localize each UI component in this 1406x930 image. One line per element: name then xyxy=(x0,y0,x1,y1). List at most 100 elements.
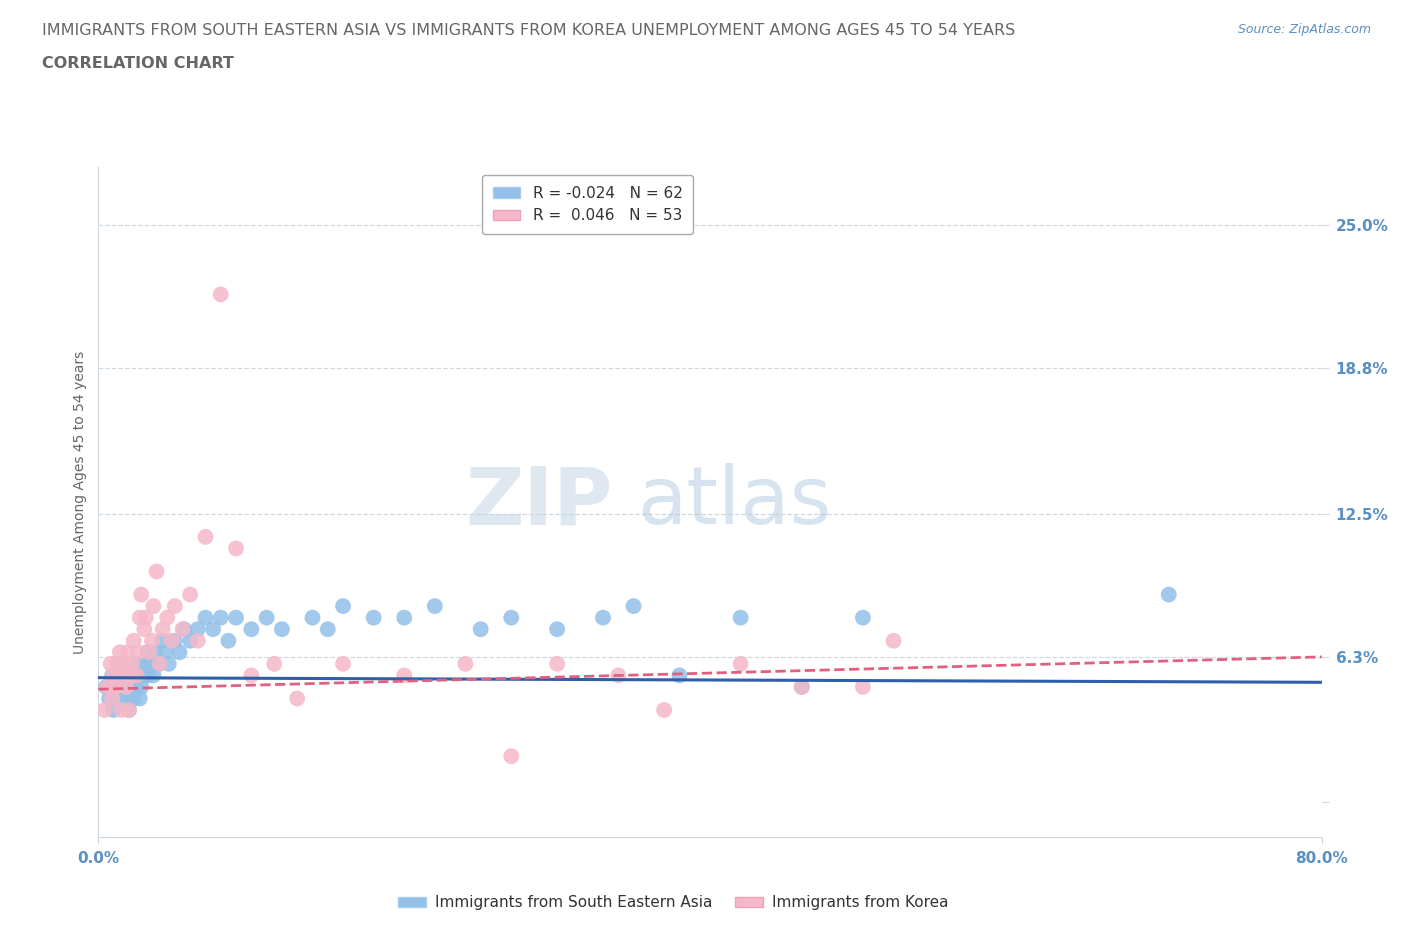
Point xyxy=(115,680,138,695)
Point xyxy=(149,657,172,671)
Point xyxy=(97,680,120,695)
Point xyxy=(117,668,139,683)
Point xyxy=(501,610,523,625)
Point xyxy=(122,691,145,706)
Point xyxy=(107,668,129,683)
Point xyxy=(392,668,416,683)
Point xyxy=(122,633,145,648)
Point xyxy=(98,691,121,706)
Point xyxy=(111,668,134,683)
Point xyxy=(125,668,148,683)
Point xyxy=(152,633,174,648)
Point xyxy=(141,657,163,671)
Point xyxy=(270,622,292,637)
Point xyxy=(852,610,875,625)
Point xyxy=(142,668,165,683)
Point xyxy=(101,691,124,706)
Point xyxy=(111,680,134,695)
Point xyxy=(152,622,174,637)
Point xyxy=(138,668,160,683)
Point xyxy=(240,622,263,637)
Point xyxy=(263,657,285,671)
Point xyxy=(316,622,339,637)
Point xyxy=(623,599,645,614)
Point xyxy=(135,657,157,671)
Point xyxy=(194,610,217,625)
Point xyxy=(100,657,122,671)
Point xyxy=(110,702,132,717)
Point xyxy=(209,287,232,302)
Point xyxy=(730,610,752,625)
Point xyxy=(156,610,179,625)
Point xyxy=(187,633,209,648)
Point xyxy=(169,644,191,659)
Point xyxy=(125,668,148,683)
Point xyxy=(423,599,446,614)
Point xyxy=(145,564,167,578)
Point xyxy=(143,644,166,659)
Point xyxy=(179,633,201,648)
Point xyxy=(194,529,217,544)
Point xyxy=(225,541,247,556)
Point xyxy=(93,702,115,717)
Point xyxy=(108,691,131,706)
Point xyxy=(217,633,239,648)
Point xyxy=(118,702,141,717)
Point xyxy=(225,610,247,625)
Point xyxy=(652,702,675,717)
Point xyxy=(120,668,142,683)
Point xyxy=(103,668,125,683)
Point xyxy=(173,622,195,637)
Point xyxy=(363,610,385,625)
Point xyxy=(120,668,142,683)
Point xyxy=(546,622,568,637)
Point xyxy=(163,599,186,614)
Point xyxy=(118,702,141,717)
Text: IMMIGRANTS FROM SOUTH EASTERN ASIA VS IMMIGRANTS FROM KOREA UNEMPLOYMENT AMONG A: IMMIGRANTS FROM SOUTH EASTERN ASIA VS IM… xyxy=(42,23,1015,38)
Point xyxy=(163,633,186,648)
Point xyxy=(332,657,354,671)
Point xyxy=(107,657,129,671)
Point xyxy=(470,622,492,637)
Point xyxy=(127,657,149,671)
Point xyxy=(121,657,143,671)
Point xyxy=(138,644,160,659)
Text: ZIP: ZIP xyxy=(465,463,612,541)
Point xyxy=(108,644,131,659)
Point xyxy=(172,622,194,637)
Point xyxy=(112,657,135,671)
Point xyxy=(127,644,149,659)
Point xyxy=(105,657,128,671)
Point xyxy=(141,633,163,648)
Point xyxy=(454,657,477,671)
Point xyxy=(790,680,813,695)
Text: atlas: atlas xyxy=(637,463,831,541)
Point xyxy=(110,668,132,683)
Point xyxy=(501,749,523,764)
Point xyxy=(142,599,165,614)
Point xyxy=(187,622,209,637)
Point xyxy=(134,668,156,683)
Point xyxy=(240,668,263,683)
Point xyxy=(124,680,146,695)
Point xyxy=(209,610,232,625)
Point xyxy=(179,587,201,602)
Point xyxy=(128,691,150,706)
Point xyxy=(1157,587,1180,602)
Point xyxy=(256,610,278,625)
Point xyxy=(115,691,138,706)
Point xyxy=(129,680,152,695)
Point xyxy=(155,644,177,659)
Point xyxy=(136,644,159,659)
Point xyxy=(730,657,752,671)
Point xyxy=(332,599,354,614)
Point xyxy=(852,680,875,695)
Point xyxy=(668,668,690,683)
Point xyxy=(129,587,152,602)
Point xyxy=(117,644,139,659)
Point xyxy=(101,668,124,683)
Point xyxy=(135,610,157,625)
Point xyxy=(160,633,183,648)
Point xyxy=(104,680,127,695)
Point xyxy=(134,622,156,637)
